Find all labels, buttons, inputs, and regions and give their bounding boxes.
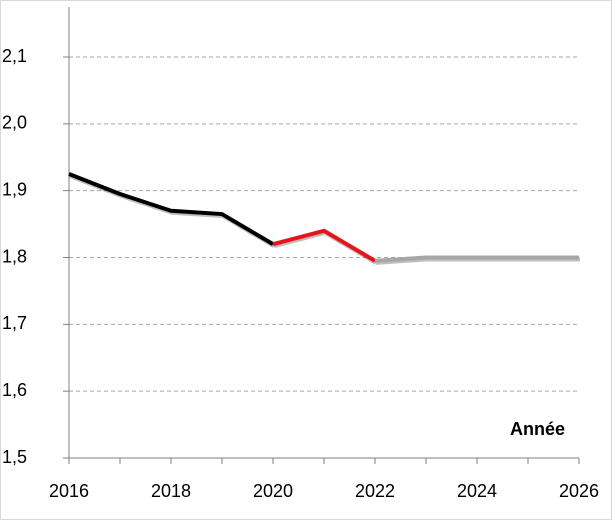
x-tick-label: 2026 bbox=[559, 481, 599, 501]
series-line bbox=[68, 172, 275, 246]
y-tick-label: 1,8 bbox=[2, 246, 27, 266]
annotation: Année bbox=[510, 419, 565, 439]
x-tick-label: 2016 bbox=[49, 481, 89, 501]
y-tick-label: 2,1 bbox=[2, 46, 27, 66]
series-line bbox=[374, 255, 579, 263]
y-tick-label: 1,5 bbox=[2, 447, 27, 467]
y-tick-label: 2,0 bbox=[2, 113, 27, 133]
series-line bbox=[272, 228, 377, 263]
y-tick-label: 1,7 bbox=[2, 313, 27, 333]
y-tick-label: 1,6 bbox=[2, 380, 27, 400]
x-tick-label: 2020 bbox=[253, 481, 293, 501]
x-tick-label: 2018 bbox=[151, 481, 191, 501]
y-tick-label: 1,9 bbox=[2, 179, 27, 199]
x-tick-label: 2022 bbox=[355, 481, 395, 501]
x-tick-label: 2024 bbox=[457, 481, 497, 501]
